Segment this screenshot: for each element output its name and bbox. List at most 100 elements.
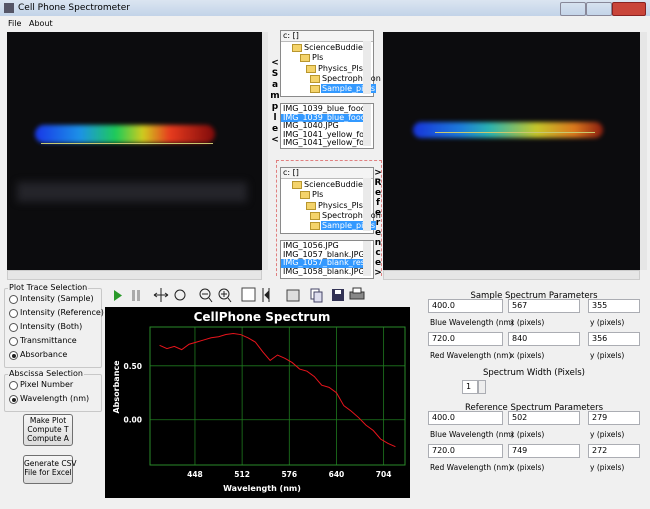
minimize-button[interactable] <box>560 2 586 16</box>
x-axis-label: Wavelength (nm) <box>223 484 301 493</box>
reference-tab[interactable]: >Reference> <box>373 168 383 278</box>
folder-item[interactable]: Spectrophoton <box>322 210 381 220</box>
radio-dot <box>11 353 16 358</box>
radio[interactable] <box>9 309 18 318</box>
zoom-in-icon[interactable] <box>218 288 230 300</box>
autoscale-icon[interactable] <box>241 287 256 302</box>
v-scrollbar[interactable] <box>262 32 268 270</box>
file-item[interactable]: IMG_1058_blank.JPG <box>283 267 363 276</box>
file-item[interactable]: IMG_1057_blank_resized. <box>281 259 363 268</box>
radio-label[interactable]: Intensity (Reference) <box>20 308 104 317</box>
sample-image <box>7 32 262 270</box>
x-tick-label: 576 <box>281 470 297 479</box>
text-field[interactable]: 502 <box>508 411 580 425</box>
folder-item[interactable]: Sample_picts <box>321 84 376 94</box>
x-tick-label: 512 <box>234 470 250 479</box>
text-field[interactable]: 272 <box>588 444 640 458</box>
folder-item[interactable]: Sample_picts <box>321 221 376 231</box>
x-tick-label: 640 <box>329 470 345 479</box>
pause-icon[interactable] <box>132 290 135 301</box>
folder-item[interactable]: ScienceBuddies <box>304 180 368 189</box>
maximize-button[interactable] <box>586 2 612 16</box>
spin-buttons[interactable] <box>478 380 486 394</box>
spectrum-band <box>413 122 603 138</box>
folder-item[interactable]: Physics_PIs <box>318 200 363 210</box>
file-item[interactable]: IMG_1039_blue_foodcolo <box>281 113 363 123</box>
csv-button[interactable]: Generate CSV File for Excel <box>23 455 77 484</box>
folder-item[interactable]: Physics_PIs <box>318 63 363 73</box>
v-scrollbar[interactable] <box>640 32 647 270</box>
zoom-out-icon[interactable] <box>199 288 211 300</box>
scrollbar[interactable] <box>363 241 371 276</box>
field-label: Blue Wavelength (nm) <box>430 430 514 439</box>
field-label: y (pixels) <box>590 463 625 472</box>
text-field[interactable]: 279 <box>588 411 640 425</box>
sample-tab[interactable]: <Sample< <box>270 58 280 146</box>
radio-label[interactable]: Intensity (Both) <box>20 322 83 331</box>
folder-item[interactable]: Spectrophoton <box>322 73 381 83</box>
file-item[interactable]: IMG_1041_yellow_foodco <box>283 130 363 139</box>
radio[interactable] <box>9 381 18 390</box>
radio[interactable] <box>9 351 18 360</box>
folder-icon <box>310 85 320 94</box>
field-label: x (pixels) <box>510 463 545 472</box>
fit-icon[interactable] <box>262 288 270 302</box>
y-tick-label: 0.00 <box>123 416 142 425</box>
folder-item[interactable]: ScienceBuddies <box>304 43 368 52</box>
text-field[interactable]: 720.0 <box>428 332 503 346</box>
pan-icon[interactable] <box>153 288 169 302</box>
properties-icon[interactable] <box>286 289 300 302</box>
play-icon[interactable] <box>114 290 122 301</box>
close-button[interactable] <box>612 2 646 16</box>
file-item[interactable]: IMG_1056.JPG <box>283 242 339 250</box>
field-label: Red Wavelength (nm) <box>430 351 512 360</box>
text-field[interactable]: 749 <box>508 444 580 458</box>
button-line: File for Excel <box>24 468 72 477</box>
radio-label[interactable]: Intensity (Sample) <box>20 294 94 303</box>
text-field[interactable]: 400.0 <box>428 411 503 425</box>
scrollbar[interactable] <box>363 178 371 231</box>
reference-frame <box>276 160 382 276</box>
radio-label[interactable]: Wavelength (nm) <box>20 394 90 403</box>
file-list <box>280 103 374 149</box>
file-item[interactable]: IMG_1040.JPG <box>283 122 339 131</box>
radio-label[interactable]: Pixel Number <box>20 380 74 389</box>
scrollbar[interactable] <box>363 104 371 146</box>
file-item[interactable]: IMG_1039_blue_foodcolo <box>283 105 363 113</box>
text-field[interactable]: 840 <box>508 332 580 346</box>
file-item[interactable]: IMG_1057_blank.JPG <box>283 250 363 259</box>
folder-item[interactable]: PIs <box>312 53 324 63</box>
x-tick-label: 704 <box>376 470 392 479</box>
drive-combo[interactable]: c: [] <box>281 31 373 42</box>
menu-item[interactable]: File <box>8 19 22 28</box>
field-label: x (pixels) <box>510 318 545 327</box>
folder-item[interactable]: PIs <box>312 190 324 200</box>
make-plot-button[interactable]: Make Plot Compute T Compute A <box>23 414 73 446</box>
field-label: Red Wavelength (nm) <box>430 463 512 472</box>
app-icon <box>4 3 14 13</box>
zoom-box-icon[interactable] <box>174 289 186 301</box>
radio-dot <box>11 397 16 402</box>
h-scrollbar[interactable] <box>383 270 640 280</box>
field-label: x (pixels) <box>510 351 545 360</box>
radio[interactable] <box>9 395 18 404</box>
radio-label[interactable]: Transmittance <box>20 336 77 345</box>
text-field[interactable]: 400.0 <box>428 299 503 313</box>
scrollbar[interactable] <box>363 41 371 94</box>
h-scrollbar[interactable] <box>7 270 262 280</box>
drive-combo[interactable]: c: [] <box>281 168 373 179</box>
radio[interactable] <box>9 337 18 346</box>
text-field[interactable]: 355 <box>588 299 640 313</box>
spin-field[interactable]: 1 <box>462 380 478 394</box>
file-item[interactable]: IMG_1041_yellow_foodco <box>283 139 363 148</box>
text-field[interactable]: 356 <box>588 332 640 346</box>
radio[interactable] <box>9 295 18 304</box>
reference-image <box>383 32 640 270</box>
radio-label[interactable]: Absorbance <box>20 350 68 359</box>
reflection <box>17 182 247 202</box>
text-field[interactable]: 567 <box>508 299 580 313</box>
button-line: Compute A <box>27 434 69 443</box>
text-field[interactable]: 720.0 <box>428 444 503 458</box>
menu-item[interactable]: About <box>29 19 53 28</box>
radio[interactable] <box>9 323 18 332</box>
